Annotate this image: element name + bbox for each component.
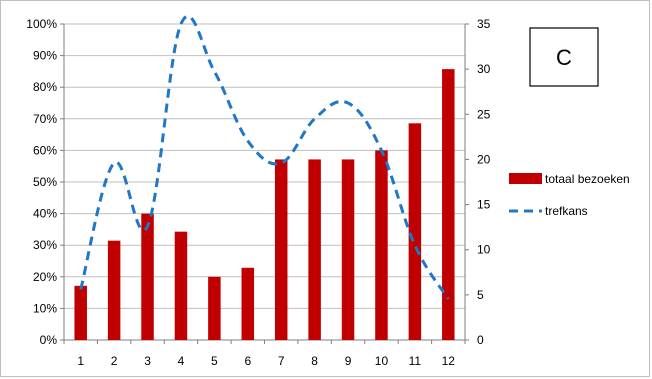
bar [274,159,288,340]
x-tick-label: 4 [178,354,185,368]
x-tick-label: 1 [77,354,84,368]
right-tick-label: 25 [477,107,491,121]
right-tick-label: 5 [477,288,484,302]
line-trefkans [79,14,450,300]
panel-label: C [556,45,572,70]
bar [174,231,188,340]
right-tick-label: 0 [477,333,484,347]
panel-label-box: C [529,27,599,87]
left-tick-label: 70% [33,112,57,126]
bar [208,276,221,340]
left-tick-label: 60% [33,143,57,157]
legend-label-totaal-bezoeken: totaal bezoeken [545,172,630,186]
x-tick-label: 6 [244,354,251,368]
bar [74,285,87,340]
bar [308,159,321,340]
bar [442,69,455,341]
legend-swatch-totaal-bezoeken [509,173,542,184]
bar [107,240,121,340]
right-tick-label: 20 [477,152,491,166]
x-tick-label: 11 [409,354,422,368]
bar [141,213,154,340]
left-tick-label: 20% [33,270,57,284]
bar [341,159,355,340]
bar [241,267,255,340]
bar-series [74,69,455,341]
x-tick-label: 3 [144,354,151,368]
x-tick-label: 12 [442,354,456,368]
right-axis-ticks: 0 5 10 15 20 25 30 35 [465,17,491,347]
left-tick-label: 30% [33,238,57,252]
right-tick-label: 15 [477,198,491,212]
legend: totaal bezoeken trefkans [509,172,630,218]
right-tick-label: 10 [477,243,491,257]
left-tick-label: 10% [33,301,57,315]
x-tick-label: 8 [311,354,318,368]
right-tick-label: 35 [477,17,491,31]
left-tick-label: 0% [40,333,58,347]
x-tick-label: 2 [111,354,118,368]
x-axis-ticks: 1 2 3 4 5 6 7 8 9 10 11 12 [63,340,466,368]
left-tick-label: 80% [33,80,57,94]
legend-label-trefkans: trefkans [545,204,588,218]
x-tick-label: 9 [345,354,352,368]
left-tick-label: 40% [33,207,57,221]
line-series [79,14,450,300]
x-tick-label: 10 [375,354,389,368]
bar [375,150,388,340]
x-tick-label: 5 [211,354,218,368]
left-tick-label: 100% [26,17,57,31]
bar [408,123,422,340]
left-tick-label: 50% [33,175,57,189]
left-axis-ticks: 0% 10% 20% 30% 40% 50% 60% 70% 80% 90% 100% [26,17,64,347]
right-tick-label: 30 [477,62,491,76]
left-tick-label: 90% [33,49,57,63]
gridlines [64,23,465,309]
x-tick-label: 7 [278,354,285,368]
